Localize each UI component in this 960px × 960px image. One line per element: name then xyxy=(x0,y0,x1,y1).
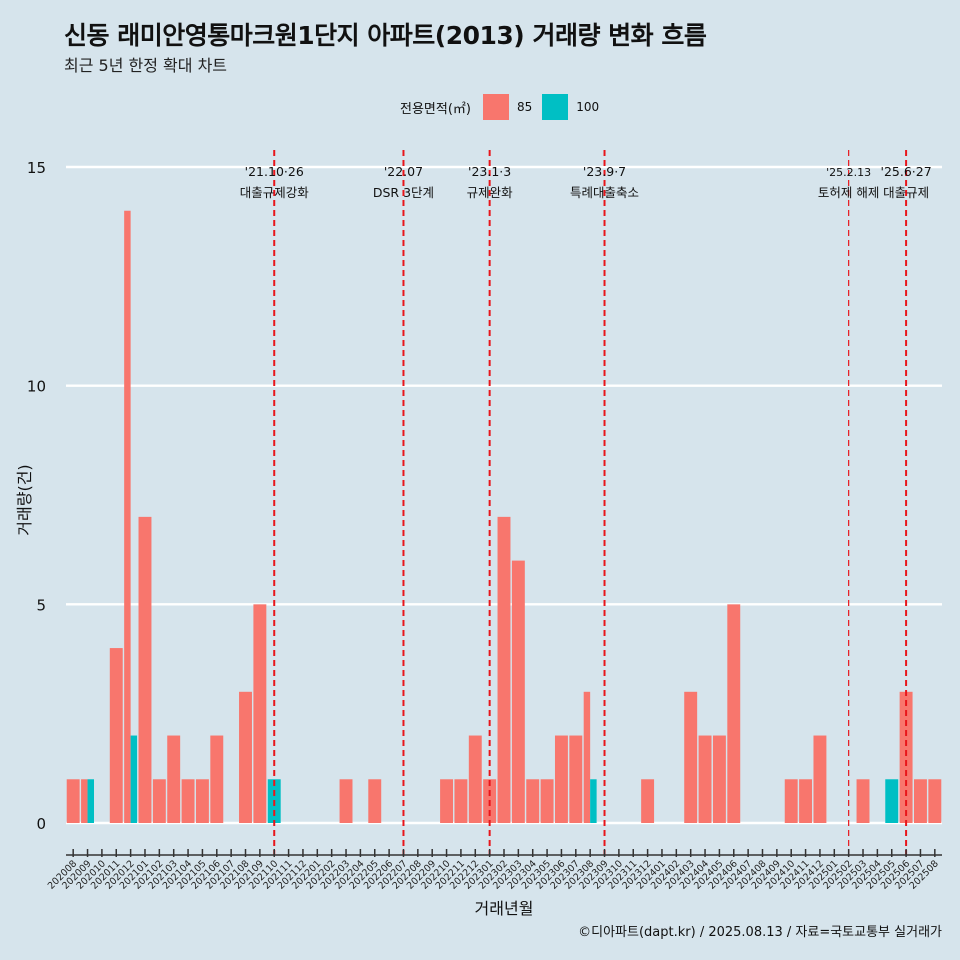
legend: 전용면적(㎡) 85 100 xyxy=(400,93,609,121)
bar-202103-85 xyxy=(167,735,181,823)
bar-202102-85 xyxy=(152,779,166,823)
bar-202306-85 xyxy=(554,735,568,823)
bar-202411-85 xyxy=(799,779,813,823)
bar-202507-85 xyxy=(913,779,927,823)
legend-label-85: 85 xyxy=(516,100,533,114)
bar-202406-85 xyxy=(727,604,741,823)
bar-202307-85 xyxy=(569,735,583,823)
event-date-202506: '25.6·27 xyxy=(881,164,932,179)
bar-202009-100 xyxy=(87,779,95,823)
bar-202211-85 xyxy=(454,779,468,823)
event-date-202207: '22.07 xyxy=(384,164,423,179)
x-axis-title: 거래년월 xyxy=(475,899,534,918)
chart-subtitle: 최근 5년 한정 확대 차트 xyxy=(64,56,228,75)
y-tick-label: 5 xyxy=(36,596,46,614)
bar-202008-85 xyxy=(66,779,80,823)
bar-202203-85 xyxy=(339,779,353,823)
bar-202012-100 xyxy=(130,735,138,823)
bar-202305-85 xyxy=(540,779,554,823)
y-tick-label: 0 xyxy=(36,815,46,833)
bar-202302-85 xyxy=(497,516,511,823)
event-date-202301: '23.1·3 xyxy=(468,164,511,179)
event-label-202506: 대출규제 xyxy=(883,185,929,200)
legend-title: 전용면적(㎡) xyxy=(400,101,471,117)
event-label-202207: DSR 3단계 xyxy=(373,185,434,200)
bar-202308-85 xyxy=(583,691,591,823)
bar-202101-85 xyxy=(138,516,152,823)
y-tick-label: 15 xyxy=(27,159,46,177)
y-tick-label: 10 xyxy=(27,378,46,396)
event-date-202309: '23.9·7 xyxy=(583,164,626,179)
caption: ©디아파트(dapt.kr) / 2025.08.13 / 자료=국토교통부 실… xyxy=(578,925,942,940)
event-date-202110: '21.10·26 xyxy=(245,164,304,179)
event-label-202309: 특례대출축소 xyxy=(570,185,639,200)
bar-202506-85 xyxy=(899,691,913,823)
event-label-202502: 토허제 해제 xyxy=(818,185,879,200)
bar-202210-85 xyxy=(440,779,454,823)
bar-202412-85 xyxy=(813,735,827,823)
bar-202011-85 xyxy=(109,648,123,823)
bar-202308-100 xyxy=(590,779,597,823)
legend-key-100 xyxy=(542,94,569,120)
bar-202312-85 xyxy=(641,779,655,823)
bar-202405-85 xyxy=(712,735,726,823)
y-axis-title: 거래량(건) xyxy=(15,464,34,535)
event-label-202301: 규제완화 xyxy=(467,185,514,200)
bar-202303-85 xyxy=(511,560,525,823)
event-label-202110: 대출규제강화 xyxy=(240,185,310,200)
bar-202503-85 xyxy=(856,779,870,823)
event-date-202502: '25.2.13 xyxy=(826,166,871,179)
bar-202109-85 xyxy=(253,604,267,823)
bar-202104-85 xyxy=(181,779,195,823)
bar-202105-85 xyxy=(195,779,209,823)
bar-202009-85 xyxy=(81,779,88,823)
legend-label-100: 100 xyxy=(576,100,600,114)
bar-202403-85 xyxy=(684,691,698,823)
bar-202108-85 xyxy=(239,691,252,823)
legend-key-85 xyxy=(482,94,509,120)
bar-202106-85 xyxy=(210,735,224,823)
bar-202410-85 xyxy=(784,779,798,823)
bar-202304-85 xyxy=(526,779,540,823)
bar-202505-100 xyxy=(885,779,899,823)
bar-202012-85 xyxy=(124,210,131,823)
bar-202212-85 xyxy=(468,735,482,823)
bar-202508-85 xyxy=(928,779,942,823)
bar-202205-85 xyxy=(368,779,382,823)
bar-202404-85 xyxy=(698,735,712,823)
chart-title: 신동 래미안영통마크원1단지 아파트(2013) 거래량 변화 흐름 xyxy=(64,21,707,50)
